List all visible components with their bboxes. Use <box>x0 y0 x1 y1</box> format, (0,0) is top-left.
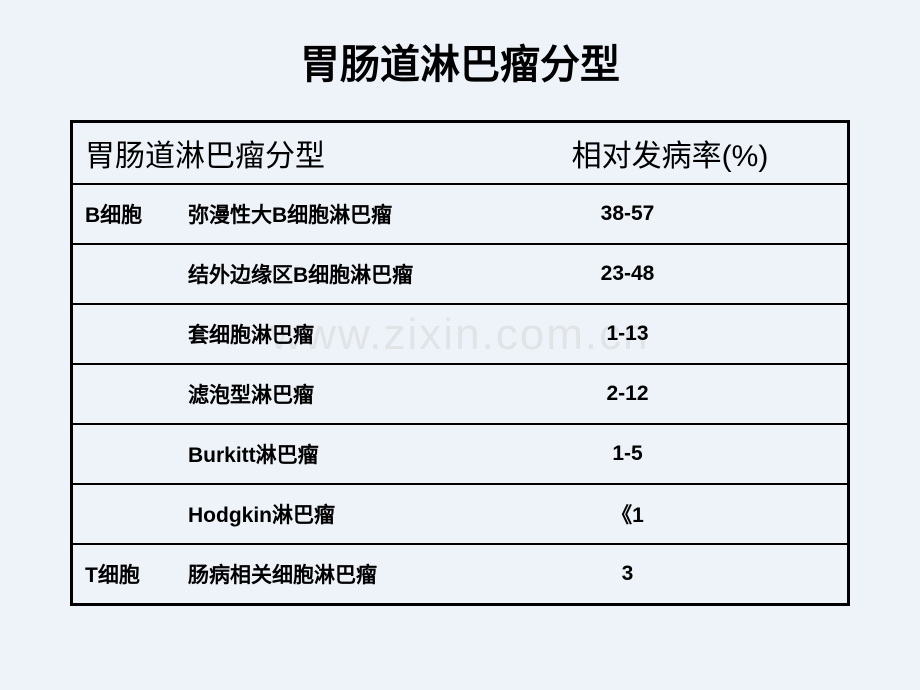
row-category: B细胞 <box>73 199 188 229</box>
table-row: 滤泡型淋巴瘤 2-12 <box>73 365 847 425</box>
table-row: B细胞 弥漫性大B细胞淋巴瘤 38-57 <box>73 185 847 245</box>
row-name: 肠病相关细胞淋巴瘤 <box>188 559 528 589</box>
table-row: Hodgkin淋巴瘤 《1 <box>73 485 847 545</box>
row-name: 弥漫性大B细胞淋巴瘤 <box>188 199 528 229</box>
row-value: 23-48 <box>528 262 847 286</box>
row-name: 滤泡型淋巴瘤 <box>188 379 528 409</box>
page-title: 胃肠道淋巴瘤分型 <box>0 0 920 120</box>
header-col-incidence: 相对发病率(%) <box>493 131 847 175</box>
header-col-type: 胃肠道淋巴瘤分型 <box>73 131 493 175</box>
table-header-row: 胃肠道淋巴瘤分型 相对发病率(%) <box>73 123 847 185</box>
table-row: Burkitt淋巴瘤 1-5 <box>73 425 847 485</box>
classification-table: 胃肠道淋巴瘤分型 相对发病率(%) B细胞 弥漫性大B细胞淋巴瘤 38-57 结… <box>70 120 850 606</box>
row-value: 1-5 <box>528 442 847 466</box>
table-row: 套细胞淋巴瘤 1-13 <box>73 305 847 365</box>
row-value: 《1 <box>528 499 847 529</box>
row-value: 1-13 <box>528 322 847 346</box>
table-row: T细胞 肠病相关细胞淋巴瘤 3 <box>73 545 847 603</box>
content-layer: 胃肠道淋巴瘤分型 胃肠道淋巴瘤分型 相对发病率(%) B细胞 弥漫性大B细胞淋巴… <box>0 0 920 606</box>
row-value: 3 <box>528 562 847 586</box>
row-name: Hodgkin淋巴瘤 <box>188 499 528 529</box>
row-name: 结外边缘区B细胞淋巴瘤 <box>188 259 528 289</box>
row-name: 套细胞淋巴瘤 <box>188 319 528 349</box>
row-value: 38-57 <box>528 202 847 226</box>
row-value: 2-12 <box>528 382 847 406</box>
table-row: 结外边缘区B细胞淋巴瘤 23-48 <box>73 245 847 305</box>
row-name: Burkitt淋巴瘤 <box>188 439 528 469</box>
row-category: T细胞 <box>73 559 188 589</box>
